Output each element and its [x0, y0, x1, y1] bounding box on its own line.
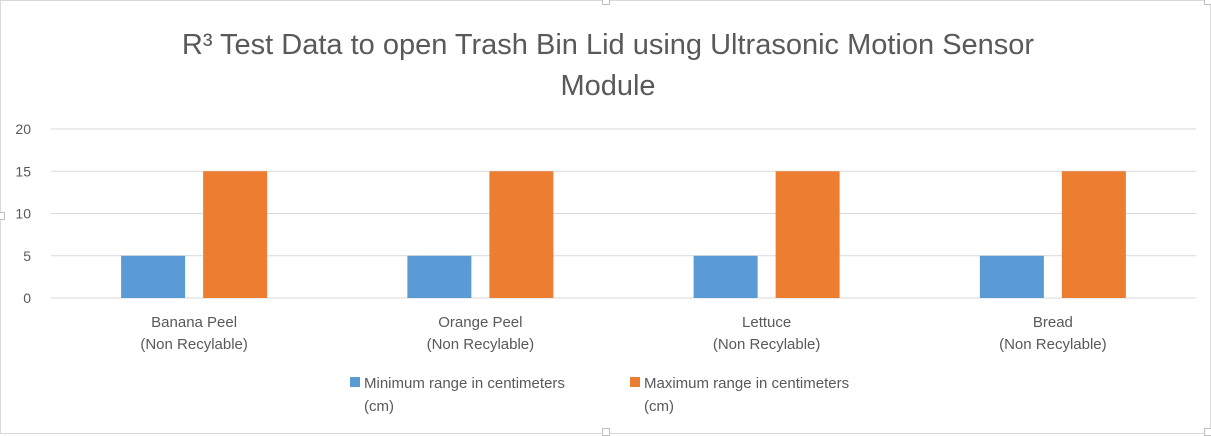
- y-tick-label: 10: [15, 206, 31, 222]
- x-category-label-line-1: Bread: [1033, 314, 1073, 331]
- legend-label-line-1: Maximum range in centimeters: [644, 375, 849, 392]
- bar-minimum-range: [121, 255, 186, 298]
- y-tick-label: 5: [23, 248, 31, 264]
- chart-title-line-1: R³ Test Data to open Trash Bin Lid using…: [182, 29, 1035, 61]
- y-tick-label: 0: [23, 290, 31, 306]
- y-tick-label: 15: [15, 163, 31, 179]
- x-category-label-line-2: (Non Recylable): [713, 336, 821, 353]
- bar-minimum-range: [693, 255, 758, 298]
- legend-swatch: [630, 377, 640, 387]
- bar-maximum-range: [775, 171, 840, 298]
- x-category-label-line-2: (Non Recylable): [427, 336, 535, 353]
- resize-handle-left-middle[interactable]: [0, 212, 5, 220]
- x-category-label-line-1: Banana Peel: [151, 314, 237, 331]
- chart-title: R³ Test Data to open Trash Bin Lid using…: [182, 29, 1035, 102]
- legend[interactable]: Minimum range in centimeters (cm) Maximum …: [350, 375, 849, 415]
- bar-maximum-range: [1061, 171, 1126, 298]
- x-category-label-line-2: (Non Recylable): [999, 336, 1107, 353]
- bar-maximum-range: [489, 171, 554, 298]
- bar-maximum-range: [203, 171, 268, 298]
- x-category-label-line-1: Lettuce: [742, 314, 791, 331]
- legend-label-line-2: (cm): [644, 398, 674, 415]
- bar-minimum-range: [979, 255, 1044, 298]
- resize-handle-top-center[interactable]: [602, 0, 610, 5]
- resize-handle-top-right[interactable]: [1204, 0, 1211, 5]
- bars: [121, 171, 1126, 298]
- x-category-label-line-1: Orange Peel: [438, 314, 522, 331]
- y-tick-label: 20: [15, 121, 31, 137]
- y-axis-ticks: 0 5 10 15 20: [15, 121, 31, 306]
- legend-label-line-1: Minimum range in centimeters: [364, 375, 565, 392]
- legend-label-line-2: (cm): [364, 398, 394, 415]
- x-category-label-line-2: (Non Recylable): [140, 336, 248, 353]
- legend-swatch: [350, 377, 360, 387]
- chart-title-line-2: Module: [560, 70, 655, 102]
- x-axis-labels: Banana Peel (Non Recylable) Orange Peel (No…: [140, 314, 1106, 353]
- bar-minimum-range: [407, 255, 472, 298]
